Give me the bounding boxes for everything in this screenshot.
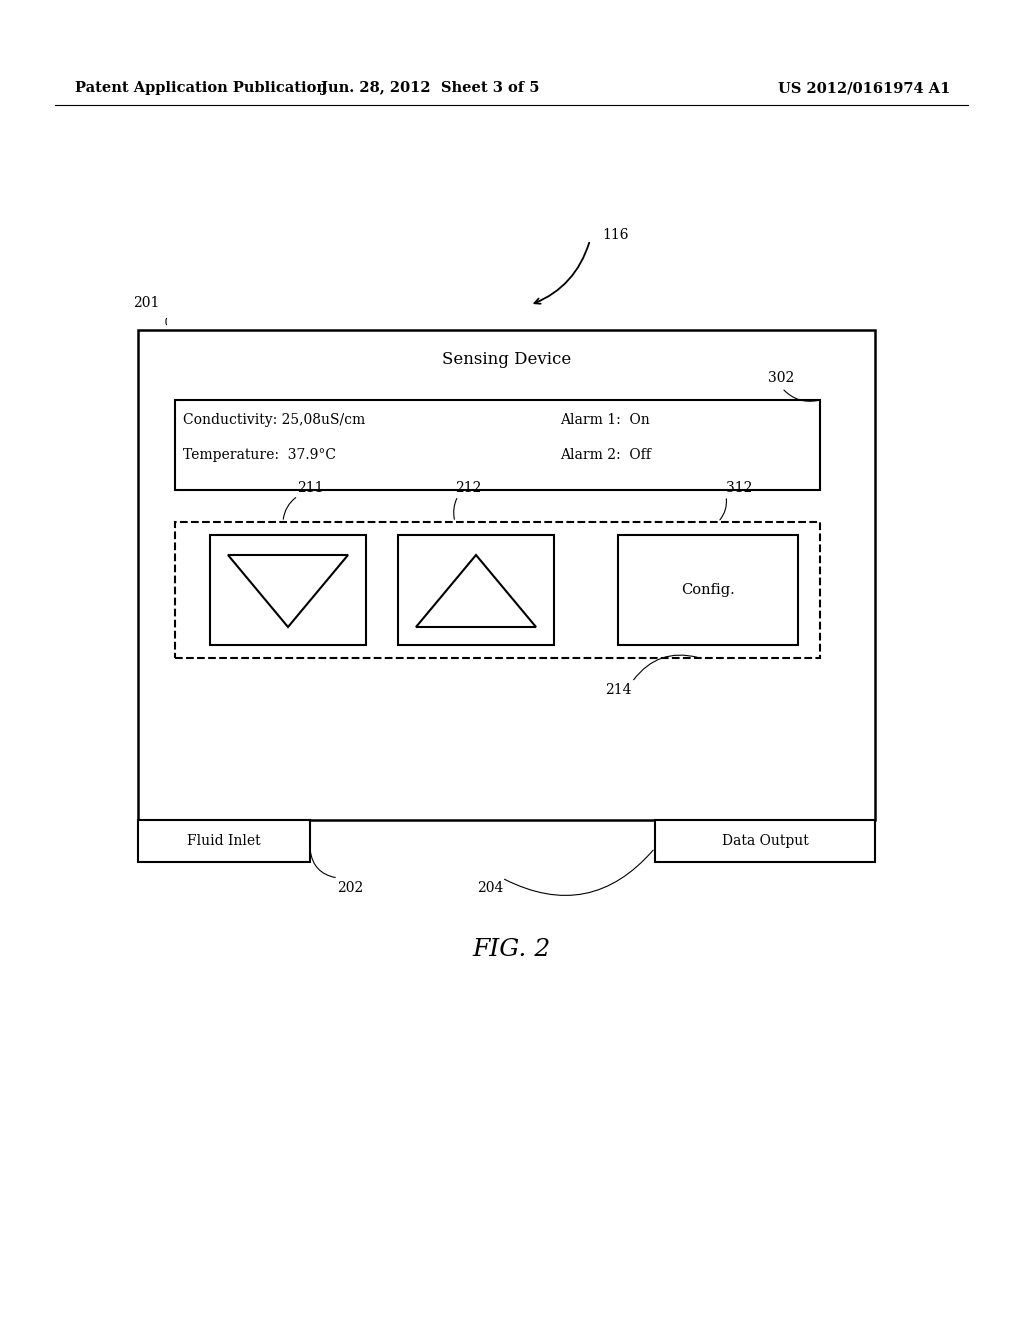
Text: 116: 116 bbox=[602, 228, 629, 242]
Text: 302: 302 bbox=[768, 371, 795, 385]
Text: Config.: Config. bbox=[681, 583, 735, 597]
Text: Alarm 2:  Off: Alarm 2: Off bbox=[560, 447, 651, 462]
Text: FIG. 2: FIG. 2 bbox=[473, 939, 551, 961]
Bar bbox=[138, 330, 874, 820]
Text: Sensing Device: Sensing Device bbox=[442, 351, 571, 368]
Text: US 2012/0161974 A1: US 2012/0161974 A1 bbox=[777, 81, 950, 95]
Bar bbox=[655, 820, 874, 862]
Text: 212: 212 bbox=[455, 480, 481, 495]
Text: Jun. 28, 2012  Sheet 3 of 5: Jun. 28, 2012 Sheet 3 of 5 bbox=[321, 81, 540, 95]
Bar bbox=[175, 400, 820, 490]
Text: 211: 211 bbox=[297, 480, 324, 495]
Text: Alarm 1:  On: Alarm 1: On bbox=[560, 413, 650, 426]
Bar bbox=[138, 820, 310, 862]
Text: 204: 204 bbox=[477, 880, 503, 895]
Text: Conductivity: 25,08uS/cm: Conductivity: 25,08uS/cm bbox=[183, 413, 366, 426]
Text: 201: 201 bbox=[133, 296, 160, 310]
Bar bbox=[398, 535, 554, 645]
Text: 312: 312 bbox=[726, 480, 753, 495]
Text: Patent Application Publication: Patent Application Publication bbox=[75, 81, 327, 95]
Bar bbox=[210, 535, 366, 645]
Text: 202: 202 bbox=[337, 880, 364, 895]
Text: Data Output: Data Output bbox=[722, 834, 808, 847]
Bar bbox=[618, 535, 798, 645]
Text: Fluid Inlet: Fluid Inlet bbox=[187, 834, 261, 847]
Bar bbox=[175, 521, 820, 657]
Text: Temperature:  37.9°C: Temperature: 37.9°C bbox=[183, 447, 336, 462]
Text: 214: 214 bbox=[605, 682, 631, 697]
